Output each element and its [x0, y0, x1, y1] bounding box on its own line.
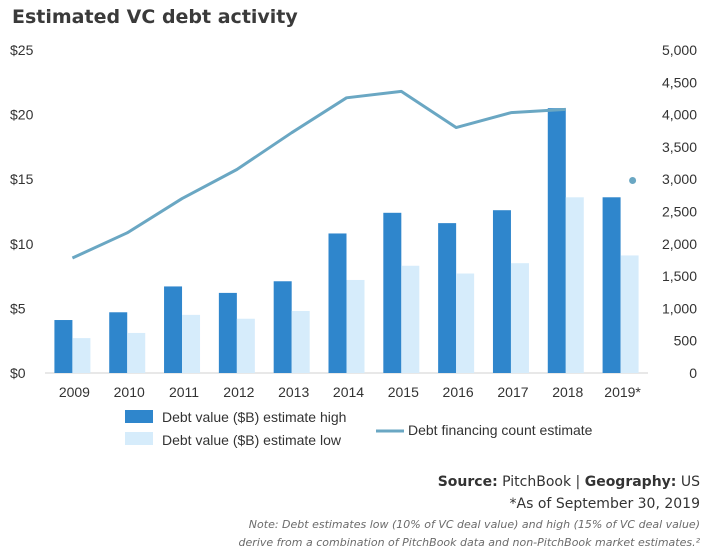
bar-high: [547, 108, 566, 373]
y-left-tick-label: $5: [10, 300, 26, 316]
y-right-tick-label: 1,000: [662, 300, 697, 316]
legend-swatch-low: [125, 432, 153, 445]
bars: [54, 108, 639, 373]
bar-low: [127, 332, 146, 373]
y-axis-left: $0 $5 $10 $15 $20 $25: [10, 42, 34, 381]
bar-high: [602, 197, 621, 373]
y-axis-right: 0 500 1,000 1,500 2,000 2,500 3,000 3,500 4,000 4…: [662, 42, 697, 381]
y-right-tick-label: 0: [689, 365, 697, 381]
bar-high: [109, 312, 128, 373]
bar-high: [54, 320, 73, 373]
x-tick-label: 2010: [114, 384, 145, 400]
as-of-note: *As of September 30, 2019: [509, 496, 700, 512]
y-right-tick-label: 4,500: [662, 74, 697, 90]
y-right-tick-label: 1,500: [662, 268, 697, 284]
line-debt-count: [71, 89, 566, 260]
source-value: PitchBook: [502, 474, 572, 490]
note-line-2: derive from a combination of PitchBook d…: [238, 536, 700, 549]
bar-low: [456, 273, 475, 373]
x-tick-label: 2009: [59, 384, 90, 400]
legend-swatch-high: [125, 410, 153, 423]
x-tick-label: 2018: [552, 384, 583, 400]
x-tick-label: 2011: [169, 384, 199, 400]
x-tick-label: 2015: [388, 384, 419, 400]
line-point-marker: [629, 176, 637, 184]
line-series: [71, 89, 637, 260]
bar-low: [510, 263, 529, 373]
bar-high: [383, 212, 402, 373]
y-right-tick-label: 3,000: [662, 171, 697, 187]
bar-low: [565, 197, 584, 373]
source-label: Source: [437, 474, 493, 490]
x-tick-label: 2013: [278, 384, 309, 400]
bar-high: [164, 286, 183, 373]
legend-label-low: Debt value ($B) estimate low: [162, 432, 342, 448]
y-right-tick-label: 4,000: [662, 107, 697, 123]
geography-label: Geography: [584, 474, 671, 490]
bar-high: [273, 281, 292, 373]
y-left-tick-label: $15: [10, 171, 34, 187]
y-left-tick-label: $25: [10, 42, 34, 58]
legend-label-high: Debt value ($B) estimate high: [162, 409, 346, 425]
legend-label-line: Debt financing count estimate: [408, 422, 593, 438]
bar-low: [620, 255, 639, 373]
bar-low: [182, 314, 201, 373]
x-tick-label: 2019*: [604, 384, 641, 400]
y-left-tick-label: $20: [10, 107, 34, 123]
source-line: Source: PitchBook | Geography: US: [437, 474, 700, 490]
y-left-tick-label: $10: [10, 236, 34, 252]
bar-low: [346, 279, 365, 373]
bar-low: [236, 318, 255, 373]
geography-value: US: [680, 474, 700, 490]
x-tick-label: 2014: [333, 384, 364, 400]
x-tick-label: 2017: [497, 384, 528, 400]
y-right-tick-label: 3,500: [662, 139, 697, 155]
x-axis: 2009 2010 2011 2012 2013 2014 2015 2016 2017 2018…: [59, 384, 642, 400]
legend: Debt value ($B) estimate high Debt value …: [125, 409, 593, 448]
bar-low: [72, 338, 91, 373]
bar-high: [492, 210, 511, 373]
chart-title: Estimated VC debt activity: [12, 6, 298, 28]
chart: $0 $5 $10 $15 $20 $25 0 500 1,000 1,500 2,000 2,50…: [10, 42, 697, 448]
note-line-1: Note: Debt estimates low (10% of VC deal…: [248, 518, 700, 531]
y-right-tick-label: 5,000: [662, 42, 697, 58]
bar-low: [291, 310, 310, 373]
bar-high: [218, 292, 237, 373]
bar-low: [401, 265, 420, 373]
y-right-tick-label: 500: [674, 333, 698, 349]
y-right-tick-label: 2,500: [662, 204, 697, 220]
x-tick-label: 2016: [443, 384, 474, 400]
x-tick-label: 2012: [223, 384, 254, 400]
bar-high: [438, 223, 457, 373]
y-left-tick-label: $0: [10, 365, 26, 381]
y-right-tick-label: 2,000: [662, 236, 697, 252]
bar-high: [328, 233, 347, 373]
